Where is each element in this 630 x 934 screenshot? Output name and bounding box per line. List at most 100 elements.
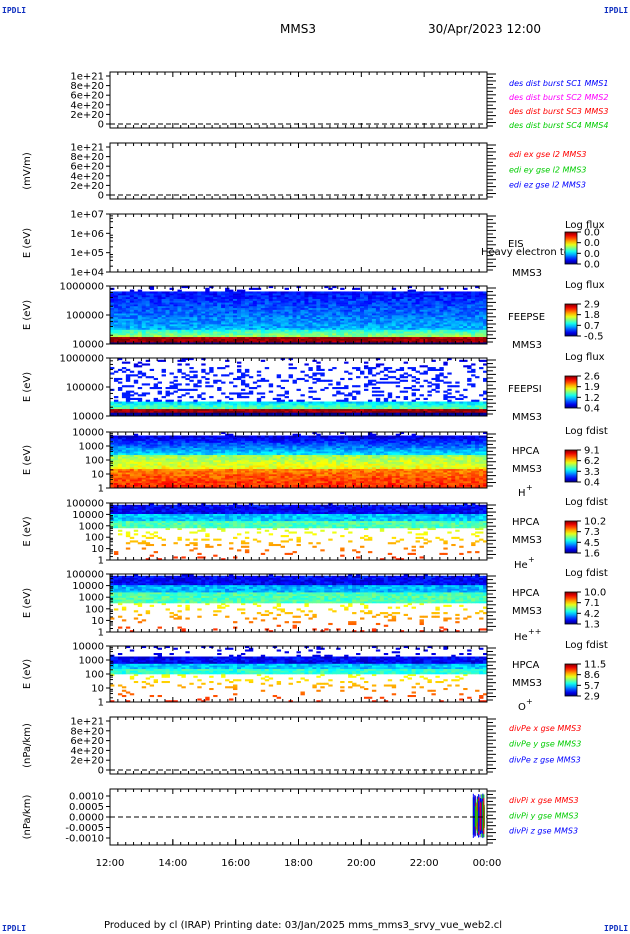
spectrogram-cell: [344, 326, 348, 328]
spectrogram-cell: [451, 396, 455, 398]
spectrogram-cell: [467, 367, 471, 369]
spectrogram-cell: [376, 322, 380, 324]
spectrogram-cell: [146, 306, 150, 308]
spectrogram-cell: [193, 335, 197, 337]
spectrogram-cell: [277, 295, 281, 297]
spectrogram-cell: [364, 299, 368, 301]
spectrogram-cell: [142, 311, 146, 313]
spectrogram-cell: [463, 411, 467, 413]
spectrogram-cell: [138, 437, 142, 439]
spectrogram-cell: [376, 291, 380, 293]
spectrogram-cell: [134, 322, 138, 324]
spectrogram-cell: [253, 402, 257, 404]
spectrogram-cell: [193, 315, 197, 317]
spectrogram-cell: [475, 326, 479, 328]
spectrogram-cell: [158, 409, 162, 411]
spectrogram-cell: [193, 308, 197, 310]
spectrogram-cell: [372, 301, 376, 303]
spectrogram-cell: [439, 320, 443, 322]
spectrogram-cell: [424, 317, 428, 319]
spectrogram-cell: [217, 293, 221, 295]
spectrogram-cell: [380, 293, 384, 295]
spectrogram-cell: [229, 293, 233, 295]
spectrogram-cell: [293, 302, 297, 304]
spectrogram-cell: [416, 371, 420, 373]
spectrogram-cell: [384, 324, 388, 326]
spectrogram-cell: [225, 402, 229, 404]
spectrogram-cell: [189, 330, 193, 332]
spectrogram-cell: [380, 382, 384, 384]
spectrogram-cell: [126, 436, 130, 438]
spectrogram-cell: [443, 337, 447, 339]
spectrogram-cell: [416, 297, 420, 299]
spectrogram-cell: [336, 403, 340, 405]
spectrogram-cell: [372, 293, 376, 295]
spectrogram-cell: [209, 315, 213, 317]
spectrogram-cell: [320, 322, 324, 324]
spectrogram-cell: [237, 371, 241, 373]
spectrogram-cell: [257, 328, 261, 330]
spectrogram-cell: [344, 398, 348, 400]
spectrogram-cell: [300, 324, 304, 326]
spectrogram-cell: [150, 319, 154, 321]
spectrogram-cell: [257, 411, 261, 413]
spectrogram-cell: [225, 374, 229, 376]
colorbar-tick-label: -0.5: [584, 332, 604, 343]
spectrogram-cell: [340, 293, 344, 295]
spectrogram-cell: [328, 409, 332, 411]
spectrogram-cell: [118, 326, 122, 328]
spectrogram-cell: [416, 339, 420, 341]
spectrogram-cell: [201, 339, 205, 341]
spectrogram-cell: [451, 295, 455, 297]
spectrogram-cell: [189, 310, 193, 312]
colorbar: [565, 304, 577, 336]
spectrogram-cell: [209, 297, 213, 299]
spectrogram-cell: [245, 291, 249, 293]
spectrogram-cell: [130, 290, 134, 292]
spectrogram-cell: [209, 337, 213, 339]
spectrogram-cell: [110, 453, 114, 455]
spectrogram-cell: [384, 302, 388, 304]
spectrogram-cell: [447, 385, 451, 387]
spectrogram-cell: [134, 471, 138, 473]
spectrogram-cell: [289, 405, 293, 407]
spectrogram-cell: [356, 411, 360, 413]
spectrogram-cell: [130, 455, 134, 457]
spectrogram-cell: [118, 299, 122, 301]
spectrogram-cell: [368, 301, 372, 303]
spectrogram-cell: [447, 407, 451, 409]
spectrogram-cell: [332, 328, 336, 330]
spectrogram-cell: [201, 297, 205, 299]
spectrogram-cell: [451, 315, 455, 317]
spectrogram-cell: [328, 326, 332, 328]
spectrogram-cell: [396, 322, 400, 324]
spectrogram-cell: [304, 374, 308, 376]
spectrogram-cell: [177, 383, 181, 385]
spectrogram-cell: [122, 315, 126, 317]
spectrogram-cell: [134, 411, 138, 413]
spectrogram-cell: [170, 333, 174, 335]
spectrogram-cell: [201, 317, 205, 319]
spectrogram-cell: [189, 301, 193, 303]
spectrogram-cell: [304, 331, 308, 333]
spectrogram-cell: [229, 302, 233, 304]
spectrogram-cell: [205, 302, 209, 304]
spectrogram-cell: [368, 324, 372, 326]
spectrogram-cell: [304, 315, 308, 317]
spectrogram-cell: [420, 331, 424, 333]
spectrogram-cell: [297, 322, 301, 324]
spectrogram-cell: [225, 412, 229, 414]
spectrogram-cell: [197, 402, 201, 404]
spectrogram-cell: [166, 297, 170, 299]
spectrogram-cell: [312, 320, 316, 322]
spectrogram-cell: [360, 301, 364, 303]
spectrogram-cell: [126, 479, 130, 481]
spectrogram-cell: [118, 457, 122, 459]
spectrogram-cell: [150, 313, 154, 315]
spectrogram-cell: [229, 331, 233, 333]
spectrogram-cell: [245, 371, 249, 373]
spectrogram-cell: [118, 337, 122, 339]
spectrogram-cell: [201, 337, 205, 339]
spectrogram-cell: [392, 376, 396, 378]
spectrogram-cell: [408, 331, 412, 333]
